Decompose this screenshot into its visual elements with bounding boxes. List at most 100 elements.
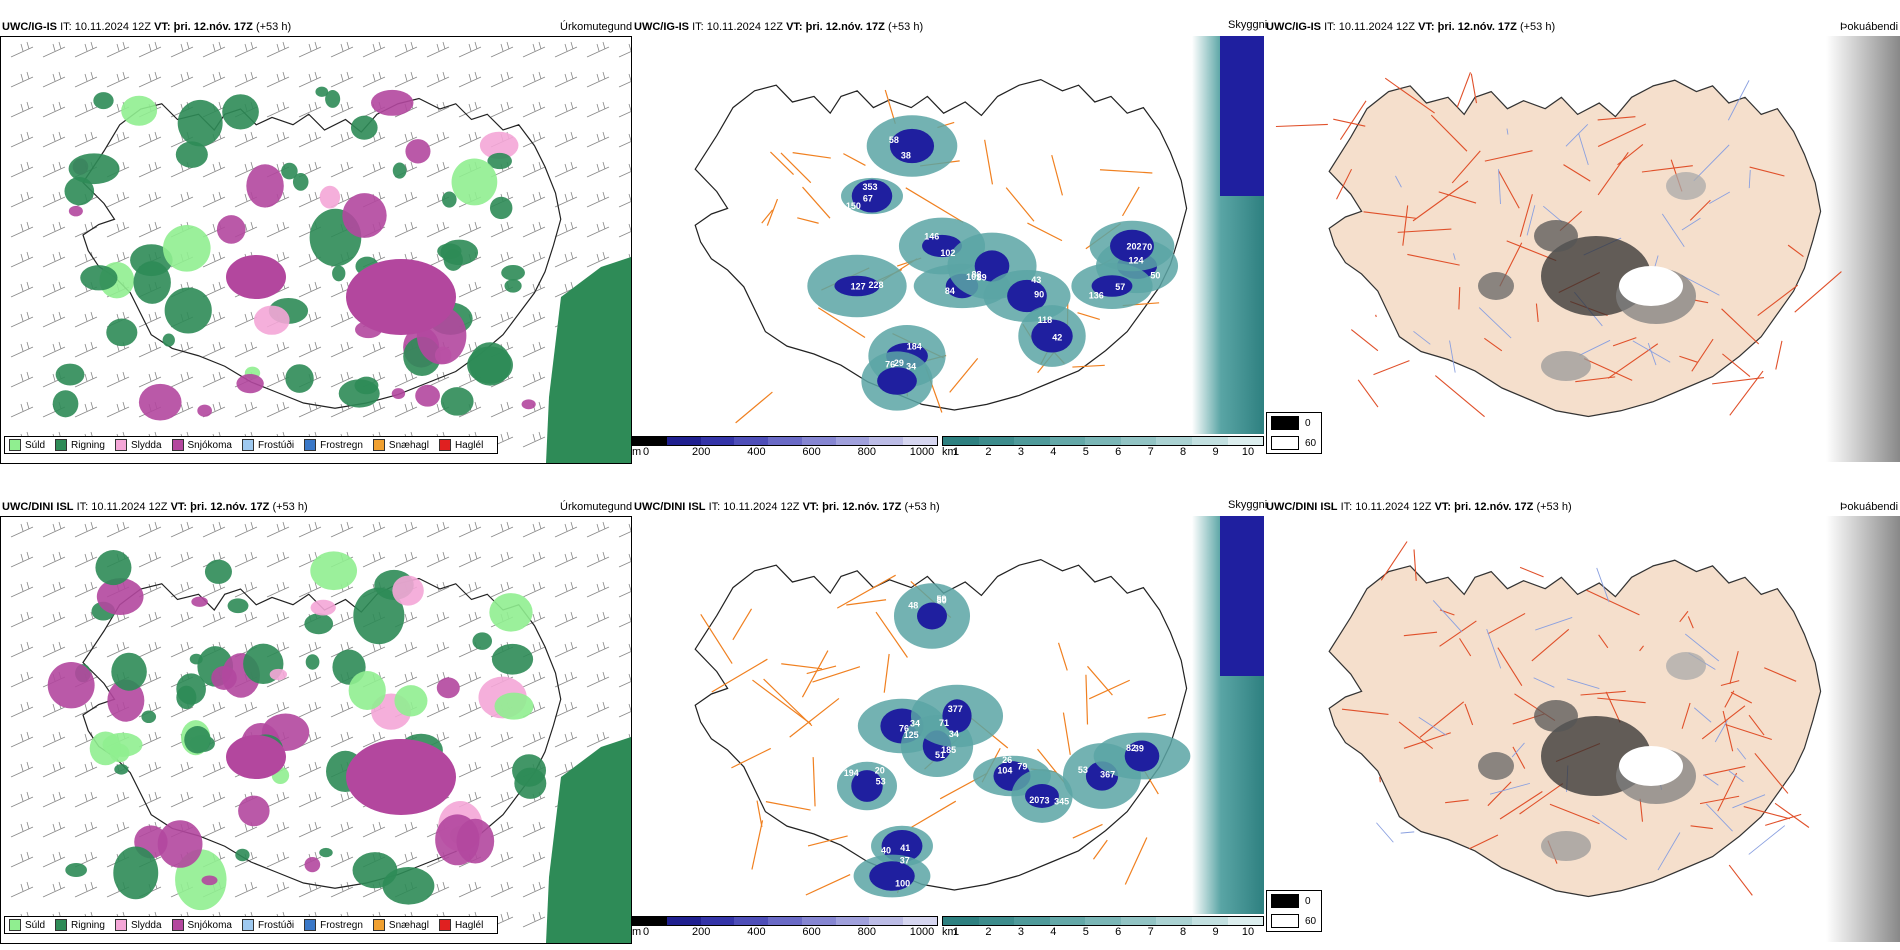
ceiling-value: 53 (876, 777, 886, 787)
fog-type-label-bottom: Þokuábendi (1840, 501, 1899, 513)
precip-legend-item: Frostúði (241, 439, 295, 451)
colorbar-tick: 9 (1212, 926, 1219, 938)
precip-legend-item: Snjókoma (171, 439, 232, 451)
ceiling-value: 51 (935, 750, 945, 760)
legend-swatch (372, 439, 385, 451)
colorbar-tick: 200 (692, 926, 711, 938)
legend-label: Haglél (454, 439, 484, 451)
ceiling-value: 100 (895, 878, 910, 888)
colorbar-step (700, 917, 735, 925)
ceiling-value: 202 (1127, 242, 1142, 252)
ceiling-value: 82 (1126, 743, 1136, 753)
offshore-fog-field (1826, 36, 1900, 462)
legend-label: Frostúði (257, 439, 295, 451)
precip-legend-item: Haglél (438, 439, 484, 451)
fog-map-svg-top (1275, 36, 1900, 462)
ceiling-value: 70 (1142, 242, 1152, 252)
colorbar-step (978, 437, 1015, 445)
ceiling-value: 39 (1134, 744, 1144, 754)
snow-area (346, 259, 456, 335)
ceiling-colorbar-top: m 0 200 400 600 800 1000 (632, 436, 938, 462)
colorbar-step (633, 437, 667, 445)
colorbar-step (1120, 437, 1157, 445)
fog-legend-swatch (1271, 894, 1299, 908)
colorbar-step (1049, 917, 1086, 925)
precip-legend-item: Slydda (114, 919, 162, 931)
colorbar-unit: km (942, 446, 957, 458)
precip-legend-item: Rigning (55, 439, 105, 451)
ceiling-value: 101 (966, 272, 981, 282)
ceiling-value: 34 (906, 361, 916, 371)
colorbar-step (1227, 437, 1264, 445)
legend-swatch (171, 439, 184, 451)
precip-legend-item: Snjókoma (171, 919, 232, 931)
ceiling-colorbar-bar (632, 916, 938, 926)
fog-type-label-top: Þokuábendi (1840, 21, 1899, 33)
colorbar-step (903, 917, 938, 925)
rivers (1376, 567, 1786, 871)
ceiling-value: 71 (939, 718, 949, 728)
ceiling-value: 50 (937, 596, 947, 606)
ceiling-value: 79 (1017, 762, 1027, 772)
ceiling-value: 67 (863, 193, 873, 203)
colorbar-tick: 7 (1147, 446, 1154, 458)
colorbar-tick: 2 (985, 446, 992, 458)
ceiling-value: 34 (949, 729, 959, 739)
precip-legend-item: Súld (9, 919, 45, 931)
legend-label: Snjókoma (187, 439, 232, 451)
colorbar-tick: 0 (642, 446, 650, 458)
colorbar-step (801, 437, 836, 445)
ceiling-type-label-bottom: Skyggni (1228, 499, 1268, 511)
precip-legend-item: Frostregn (304, 919, 363, 931)
legend-label: Rigning (71, 919, 105, 931)
ceiling-value: 367 (1100, 769, 1115, 779)
colorbar-step (666, 437, 701, 445)
glacier-white (1619, 266, 1683, 306)
colorbar-tick: 9 (1212, 446, 1219, 458)
ceiling-value: 124 (1129, 256, 1144, 266)
precip-legend-item: Súld (9, 439, 45, 451)
colorbar-tick: 400 (747, 446, 766, 458)
colorbar-step (835, 437, 870, 445)
legend-swatch (372, 919, 385, 931)
ceiling-value: 345 (1054, 796, 1069, 806)
ceiling-value: 48 (908, 600, 918, 610)
precip-type-label-bottom: Úrkomutegund (560, 501, 633, 513)
ceiling-value: 84 (945, 286, 955, 296)
legend-label: Snæhagl (388, 919, 429, 931)
legend-swatch (55, 439, 68, 451)
precip-legend-item: Snæhagl (372, 439, 429, 451)
ceiling-value: 76 (885, 360, 895, 370)
snow-area (226, 255, 286, 299)
precip-legend-item: Frostúði (241, 919, 294, 931)
colorbar-step (869, 917, 904, 925)
colorbar-step (700, 437, 735, 445)
ceiling-value: 53 (1078, 765, 1088, 775)
colorbar-unit: m (632, 446, 642, 458)
colorbar-tick: 5 (1082, 446, 1089, 458)
legend-swatch (438, 439, 451, 451)
colorbar-step (768, 917, 802, 925)
ceiling-value: 34 (910, 719, 920, 729)
legend-swatch (114, 919, 127, 931)
colorbar-tick: 800 (857, 446, 876, 458)
ceiling-value: 26 (1002, 755, 1012, 765)
colorbar-step (633, 917, 667, 925)
fog-map-top (1266, 36, 1900, 462)
colorbar-step (978, 917, 1015, 925)
fog-legend-item: 60 (1267, 433, 1321, 453)
colorbar-tick: 2 (985, 926, 992, 938)
precip-legend-item: Rigning (55, 919, 105, 931)
colorbar-tick: 6 (1115, 926, 1122, 938)
ceiling-type-label-top: Skyggni (1228, 19, 1268, 31)
colorbar-tick: 800 (857, 926, 876, 938)
colorbar-step (1014, 917, 1050, 925)
ceiling-areas (836, 583, 1191, 898)
legend-swatch (114, 439, 127, 451)
precip-legend-item: Frostregn (304, 439, 363, 451)
legend-swatch (171, 919, 184, 931)
colorbar-step (1014, 437, 1050, 445)
ceiling-value: 20 (1029, 795, 1039, 805)
colorbar-unit: km (942, 926, 957, 938)
ceiling-value: 76 (899, 724, 909, 734)
